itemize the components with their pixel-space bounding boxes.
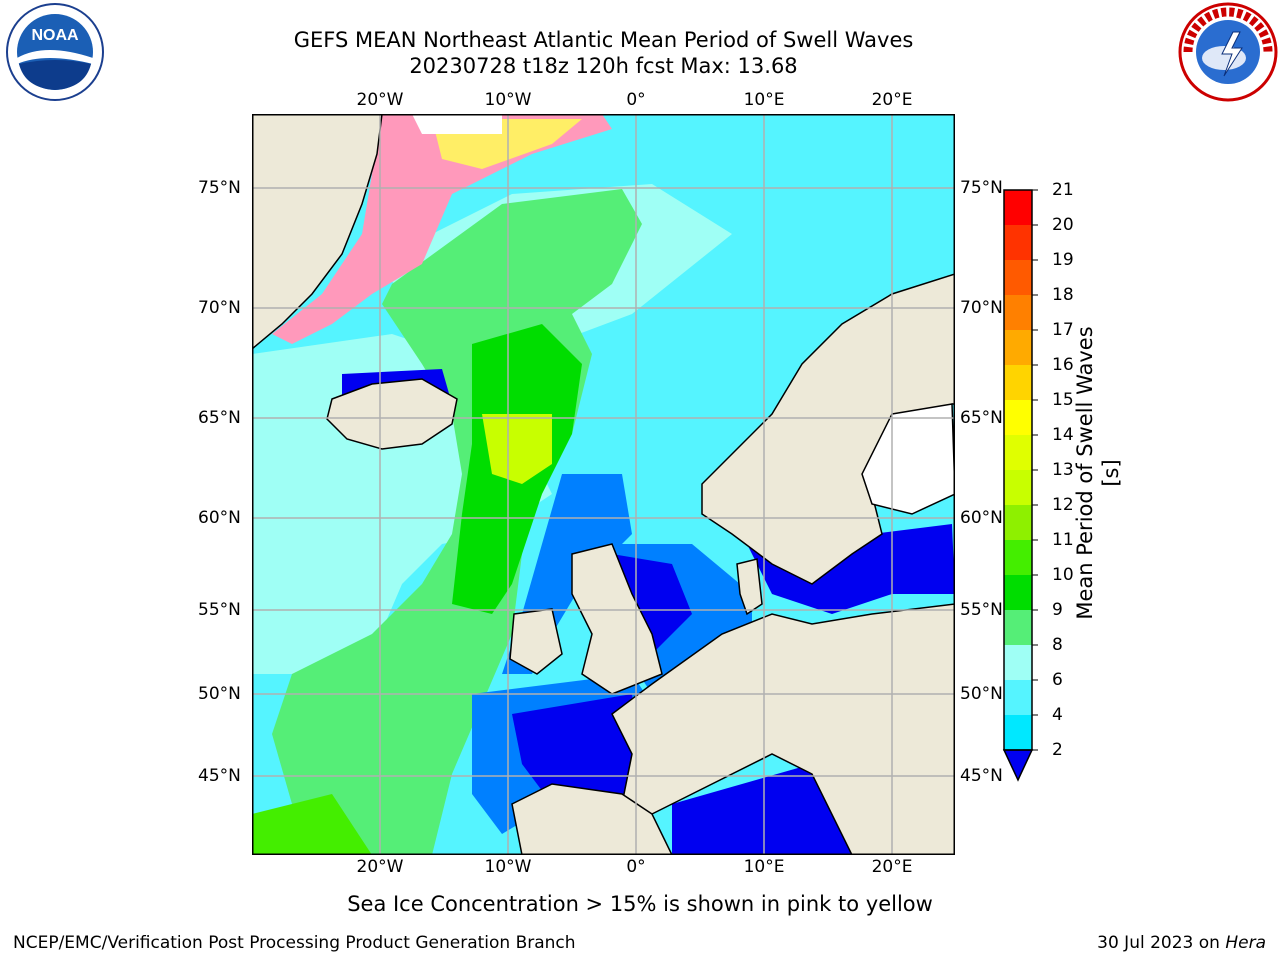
colorbar-tick-label: 6 xyxy=(1052,670,1063,690)
lon-label-top-0: 0° xyxy=(626,90,646,110)
lon-label-bottom-20w: 20°W xyxy=(356,857,404,877)
land-finland-white xyxy=(861,403,955,515)
lat-label-right-50n: 50°N xyxy=(960,684,1003,704)
colorbar-segment xyxy=(1004,470,1032,505)
sea-ice-caption: Sea Ice Concentration > 15% is shown in … xyxy=(347,892,933,916)
lat-label-right-75n: 75°N xyxy=(960,178,1003,198)
colorbar-segment xyxy=(1004,645,1032,680)
map-title: GEFS MEAN Northeast Atlantic Mean Period… xyxy=(293,28,914,52)
lat-label-left-65n: 65°N xyxy=(198,408,241,428)
colorbar-segment xyxy=(1004,260,1032,295)
colorbar-tick-label: 12 xyxy=(1052,495,1074,515)
colorbar-tick-label: 11 xyxy=(1052,530,1074,550)
svg-text:NOAA: NOAA xyxy=(31,27,79,44)
lat-label-right-55n: 55°N xyxy=(960,600,1003,620)
colorbar-tick-label: 9 xyxy=(1052,600,1063,620)
colorbar-tick-label: 18 xyxy=(1052,285,1074,305)
land-iceland xyxy=(326,378,458,450)
colorbar-segment xyxy=(1004,190,1032,225)
lat-label-right-60n: 60°N xyxy=(960,508,1003,528)
lat-label-left-60n: 60°N xyxy=(198,508,241,528)
nws-logo-icon xyxy=(1178,2,1278,102)
lat-label-right-45n: 45°N xyxy=(960,766,1003,786)
land-britain xyxy=(571,543,663,695)
colorbar-label: Mean Period of Swell Waves [s] xyxy=(1073,326,1123,620)
colorbar-extend-arrow xyxy=(1002,749,1034,782)
colorbar-tick-label: 13 xyxy=(1052,460,1074,480)
noaa-logo-icon: NOAA xyxy=(6,3,104,101)
lat-label-right-70n: 70°N xyxy=(960,298,1003,318)
colorbar-tick-label: 8 xyxy=(1052,635,1063,655)
footer-date-text: 30 Jul 2023 on xyxy=(1097,933,1226,953)
land-iberia xyxy=(511,783,673,855)
colorbar-segment xyxy=(1004,505,1032,540)
colorbar xyxy=(1002,189,1038,782)
lon-label-bottom-0: 0° xyxy=(626,857,646,877)
colorbar-segment xyxy=(1004,295,1032,330)
lat-label-left-45n: 45°N xyxy=(198,766,241,786)
lon-label-top-10e: 10°E xyxy=(743,90,785,110)
map-panel xyxy=(252,114,955,855)
graticule xyxy=(252,114,955,855)
colorbar-segment xyxy=(1004,575,1032,610)
swell-yellow-green xyxy=(482,414,552,484)
colorbar-segment xyxy=(1004,715,1032,750)
lon-label-bottom-10e: 10°E xyxy=(743,857,785,877)
lon-label-bottom-10w: 10°W xyxy=(484,857,532,877)
colorbar-tick-label: 16 xyxy=(1052,355,1074,375)
lon-label-bottom-20e: 20°E xyxy=(871,857,913,877)
map-subtitle: 20230728 t18z 120h fcst Max: 13.68 xyxy=(409,54,798,78)
colorbar-tick-label: 20 xyxy=(1052,215,1074,235)
colorbar-tick-label: 2 xyxy=(1052,740,1063,760)
colorbar-segment xyxy=(1004,330,1032,365)
footer-date: 30 Jul 2023 on Hera xyxy=(1097,932,1266,954)
colorbar-tick-label: 21 xyxy=(1052,180,1074,200)
colorbar-segment xyxy=(1004,610,1032,645)
land-denmark xyxy=(736,558,763,616)
lat-label-left-70n: 70°N xyxy=(198,298,241,318)
colorbar-segment xyxy=(1004,225,1032,260)
footer-host: Hera xyxy=(1225,933,1266,953)
colorbar-tick-label: 14 xyxy=(1052,425,1074,445)
colorbar-segment xyxy=(1004,540,1032,575)
lat-label-left-50n: 50°N xyxy=(198,684,241,704)
swell-light-green-south xyxy=(252,794,372,855)
lat-label-left-55n: 55°N xyxy=(198,600,241,620)
colorbar-segment xyxy=(1004,435,1032,470)
colorbar-tick-label: 17 xyxy=(1052,320,1074,340)
lon-label-top-20e: 20°E xyxy=(871,90,913,110)
colorbar-segment xyxy=(1004,680,1032,715)
sea-ice-greenland xyxy=(272,114,612,344)
colorbar-segment xyxy=(1004,365,1032,400)
colorbar-tick-label: 19 xyxy=(1052,250,1074,270)
lat-label-left-75n: 75°N xyxy=(198,178,241,198)
colorbar-tick-label: 4 xyxy=(1052,705,1063,725)
footer-producer: NCEP/EMC/Verification Post Processing Pr… xyxy=(13,933,576,953)
colorbar-tick-label: 10 xyxy=(1052,565,1074,585)
lat-label-right-65n: 65°N xyxy=(960,408,1003,428)
colorbar-tick-label: 15 xyxy=(1052,390,1074,410)
lon-label-top-10w: 10°W xyxy=(484,90,532,110)
lon-label-top-20w: 20°W xyxy=(356,90,404,110)
sea-ice-white xyxy=(412,114,502,134)
colorbar-segment xyxy=(1004,400,1032,435)
